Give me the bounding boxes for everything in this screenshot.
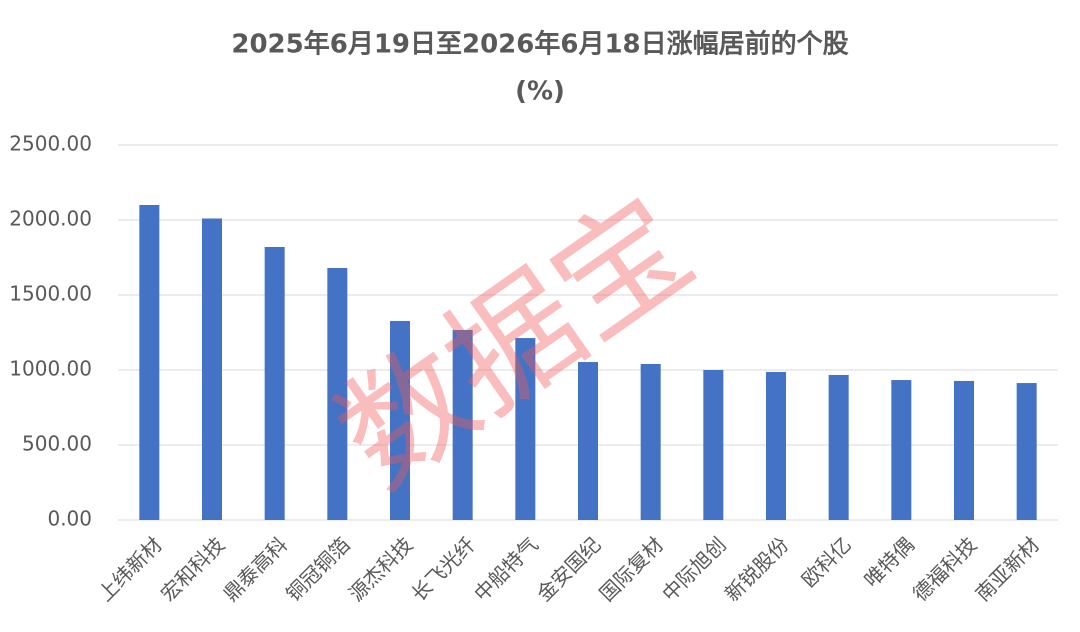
- x-tick-label: 唯特偶: [859, 532, 918, 591]
- bar: [1016, 383, 1037, 520]
- x-tick-label: 长飞光纤: [407, 532, 481, 606]
- x-tick-label: 宏和科技: [156, 532, 230, 606]
- bar: [264, 247, 285, 520]
- bar: [515, 338, 536, 520]
- chart-subtitle: (%): [515, 77, 565, 107]
- x-tick-label: 中际旭创: [657, 532, 731, 606]
- chart-title: 2025年6月19日至2026年6月18日涨幅居前的个股: [231, 29, 848, 60]
- bar: [578, 362, 598, 520]
- x-tick-label: 金安国纪: [532, 532, 606, 606]
- bar: [452, 329, 473, 520]
- bar: [954, 380, 974, 520]
- x-tick-label: 国际复材: [595, 532, 669, 606]
- y-tick-label: 500.00: [22, 432, 92, 456]
- y-tick-label: 1000.00: [9, 357, 92, 381]
- bar: [891, 380, 912, 520]
- x-tick-label: 欧科亿: [797, 532, 856, 591]
- y-tick-label: 0.00: [47, 507, 92, 531]
- bar: [640, 364, 661, 520]
- y-tick-label: 2500.00: [9, 132, 92, 156]
- x-tick-label: 源杰科技: [344, 532, 418, 606]
- x-tick-label: 新锐股份: [720, 532, 794, 606]
- y-tick-label: 1500.00: [9, 282, 92, 306]
- y-tick-label: 2000.00: [9, 207, 92, 231]
- bar: [766, 371, 786, 520]
- bar: [202, 218, 222, 520]
- bar: [828, 374, 849, 520]
- bar: [327, 268, 348, 520]
- bar: [139, 205, 160, 520]
- x-tick-label: 南亚新材: [971, 532, 1045, 606]
- x-tick-label: 鼎泰高科: [219, 532, 293, 606]
- x-tick-label: 上纬新材: [93, 532, 167, 606]
- x-tick-label: 中船特气: [469, 532, 543, 606]
- bar: [390, 320, 410, 520]
- x-tick-label: 铜冠铜箔: [281, 532, 355, 606]
- bar: [703, 370, 724, 520]
- x-tick-label: 德福科技: [908, 532, 982, 606]
